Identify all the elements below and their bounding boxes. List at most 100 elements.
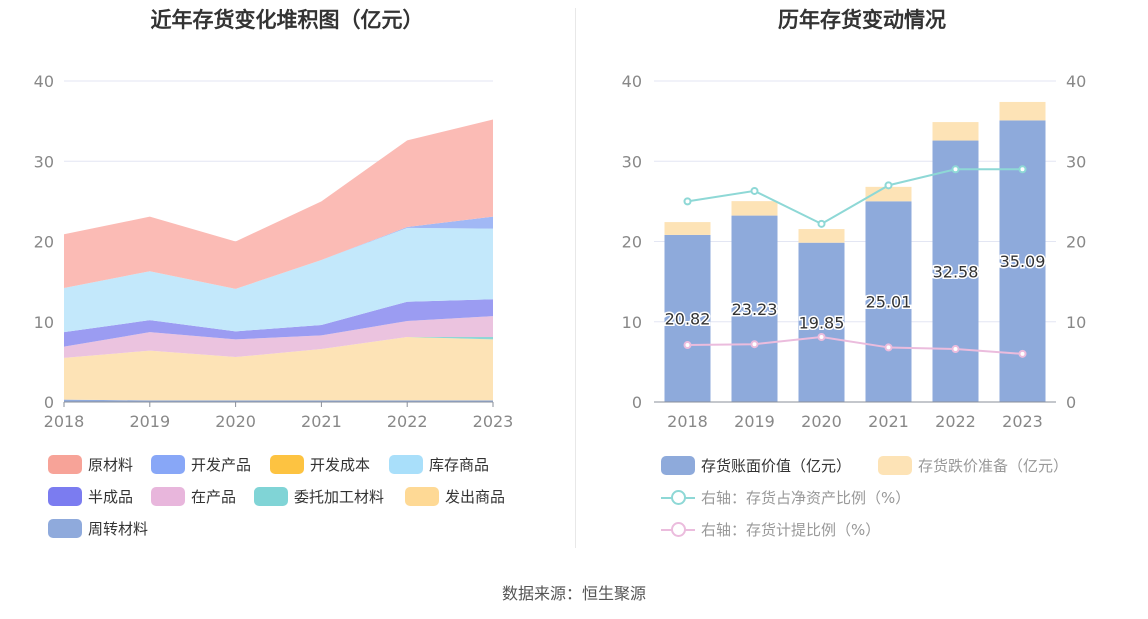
legend-label: 半成品 — [88, 488, 134, 506]
y-tick-label: 20 — [34, 233, 54, 252]
legend-label: 在产品 — [191, 488, 237, 506]
legend-label: 存货跌价准备（亿元） — [918, 457, 1069, 475]
panel-divider — [575, 8, 576, 548]
bar-data-label: 25.01 — [866, 293, 912, 312]
x-tick-label: 2019 — [734, 412, 775, 431]
legend-item[interactable]: 库存商品 — [389, 454, 489, 475]
legend-item[interactable]: 存货账面价值（亿元） — [661, 455, 851, 476]
legend-swatch — [151, 487, 185, 506]
legend-item[interactable]: 原材料 — [48, 454, 133, 475]
legend-item[interactable]: 右轴：存货计提比例（%） — [661, 519, 880, 540]
line-point — [884, 343, 893, 352]
legend-swatch — [48, 487, 82, 506]
legend-item[interactable]: 周转材料 — [48, 518, 148, 539]
legend-swatch — [878, 456, 912, 475]
x-tick-label: 2018 — [44, 412, 85, 431]
bar-impairment — [664, 222, 711, 235]
x-tick-label: 2020 — [801, 412, 842, 431]
legend-item[interactable]: 存货跌价准备（亿元） — [878, 455, 1068, 476]
y-tick-label: 20 — [622, 233, 642, 252]
legend-swatch — [254, 487, 288, 506]
line-point — [951, 165, 960, 174]
legend-item[interactable]: 开发产品 — [151, 454, 251, 475]
line-point — [1018, 165, 1027, 174]
area-series — [64, 336, 493, 401]
chart-title: 历年存货变动情况 — [778, 8, 946, 32]
legend-label: 开发产品 — [191, 456, 252, 474]
legend-swatch — [48, 519, 82, 538]
y2-tick-label: 10 — [1066, 313, 1086, 332]
line-point — [817, 219, 826, 228]
data-source-note: 数据来源：恒生聚源 — [501, 584, 646, 603]
line-point — [884, 181, 893, 190]
area-series — [64, 316, 493, 358]
legend-swatch — [270, 455, 304, 474]
line-point — [817, 332, 826, 341]
legend-swatch — [661, 456, 695, 475]
legend-item[interactable]: 半成品 — [48, 486, 133, 507]
legend-swatch — [151, 455, 185, 474]
bar-impairment — [731, 201, 778, 216]
bar-book-value — [932, 140, 979, 402]
y2-tick-label: 20 — [1066, 233, 1086, 252]
bar-impairment — [932, 122, 979, 141]
stacked-area-chart-panel: 近年存货变化堆积图（亿元） 0 10 20 30 40 2018 2019 2020 2021 2… — [0, 0, 574, 560]
legend-label: 原材料 — [88, 456, 134, 474]
y-tick-label: 30 — [622, 152, 642, 171]
legend-label: 右轴：存货计提比例（%） — [701, 521, 881, 539]
line-series — [687, 335, 1023, 355]
bar-impairment — [798, 229, 845, 243]
x-tick-label: 2023 — [473, 412, 514, 431]
bar-impairment — [865, 186, 912, 202]
x-tick-label: 2021 — [301, 412, 342, 431]
legend-item[interactable]: 在产品 — [151, 486, 236, 507]
bar-book-value — [865, 201, 912, 402]
line-point — [951, 345, 960, 354]
line-point — [750, 340, 759, 349]
bar-line-chart: 0 10 20 30 40 0 10 20 30 40 2018 2019 2020 2021 2022 20… — [622, 72, 1087, 431]
legend-label: 委托加工材料 — [294, 488, 385, 506]
line-point — [1018, 349, 1027, 358]
legend-swatch — [48, 455, 82, 474]
legend-label: 周转材料 — [88, 520, 149, 538]
line-point — [683, 341, 692, 350]
bar-impairment — [999, 101, 1046, 121]
legend-label: 右轴：存货占净资产比例（%） — [701, 489, 911, 507]
y2-tick-label: 30 — [1066, 152, 1086, 171]
stacked-area-chart: 0 10 20 30 40 2018 2019 2020 2021 2022 2023 — [34, 72, 514, 431]
bar-data-label: 35.09 — [1000, 252, 1046, 271]
y-tick-label: 10 — [34, 313, 54, 332]
bar-data-label: 23.23 — [732, 300, 778, 319]
legend-label: 发出商品 — [445, 488, 506, 506]
line-point — [750, 186, 759, 195]
legend-label: 开发成本 — [310, 456, 371, 474]
legend-swatch — [389, 455, 423, 474]
line-point — [683, 197, 692, 206]
x-tick-label: 2020 — [215, 412, 256, 431]
y-tick-label: 30 — [34, 152, 54, 171]
y-tick-label: 0 — [632, 393, 642, 412]
legend-item[interactable]: 委托加工材料 — [254, 486, 384, 507]
legend-item[interactable]: 发出商品 — [405, 486, 505, 507]
x-tick-label: 2019 — [129, 412, 170, 431]
area-series — [64, 216, 493, 289]
y2-tick-label: 40 — [1066, 72, 1086, 91]
chart-title: 近年存货变化堆积图（亿元） — [150, 8, 424, 32]
line-series — [687, 168, 1023, 225]
bar-data-label: 32.58 — [933, 262, 979, 281]
bar-book-value — [731, 215, 778, 402]
bar-book-value — [798, 242, 845, 402]
legend-item[interactable]: 开发成本 — [270, 454, 370, 475]
legend-item[interactable]: 右轴：存货占净资产比例（%） — [661, 487, 910, 508]
area-series — [64, 299, 493, 347]
x-tick-label: 2023 — [1002, 412, 1043, 431]
y-tick-label: 40 — [622, 72, 642, 91]
bar-book-value — [664, 234, 711, 402]
area-series — [64, 227, 493, 333]
y2-tick-label: 0 — [1066, 393, 1076, 412]
x-tick-label: 2021 — [868, 412, 909, 431]
area-series — [64, 399, 493, 402]
legend-swatch — [661, 520, 695, 539]
legend-swatch — [661, 488, 695, 507]
x-tick-label: 2018 — [667, 412, 708, 431]
